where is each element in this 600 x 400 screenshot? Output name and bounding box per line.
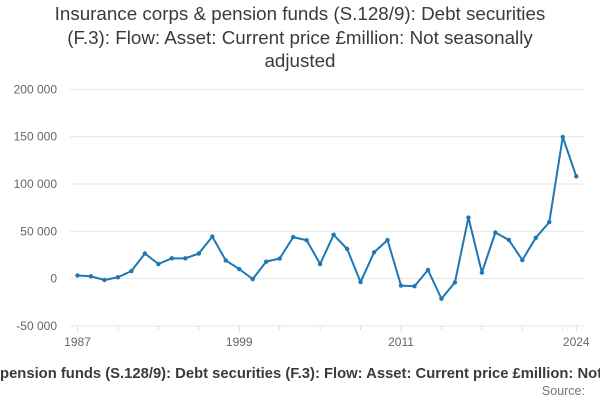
- svg-text:150 000: 150 000: [14, 130, 58, 144]
- svg-text:100 000: 100 000: [14, 177, 58, 191]
- svg-text:1987: 1987: [64, 335, 91, 349]
- svg-text:50 000: 50 000: [20, 224, 57, 238]
- svg-text:-50 000: -50 000: [16, 319, 57, 333]
- svg-text:1999: 1999: [226, 335, 253, 349]
- svg-text:2024: 2024: [563, 335, 590, 349]
- svg-text:200 000: 200 000: [14, 82, 58, 96]
- svg-text:2011: 2011: [388, 335, 414, 349]
- svg-text:0: 0: [50, 272, 57, 286]
